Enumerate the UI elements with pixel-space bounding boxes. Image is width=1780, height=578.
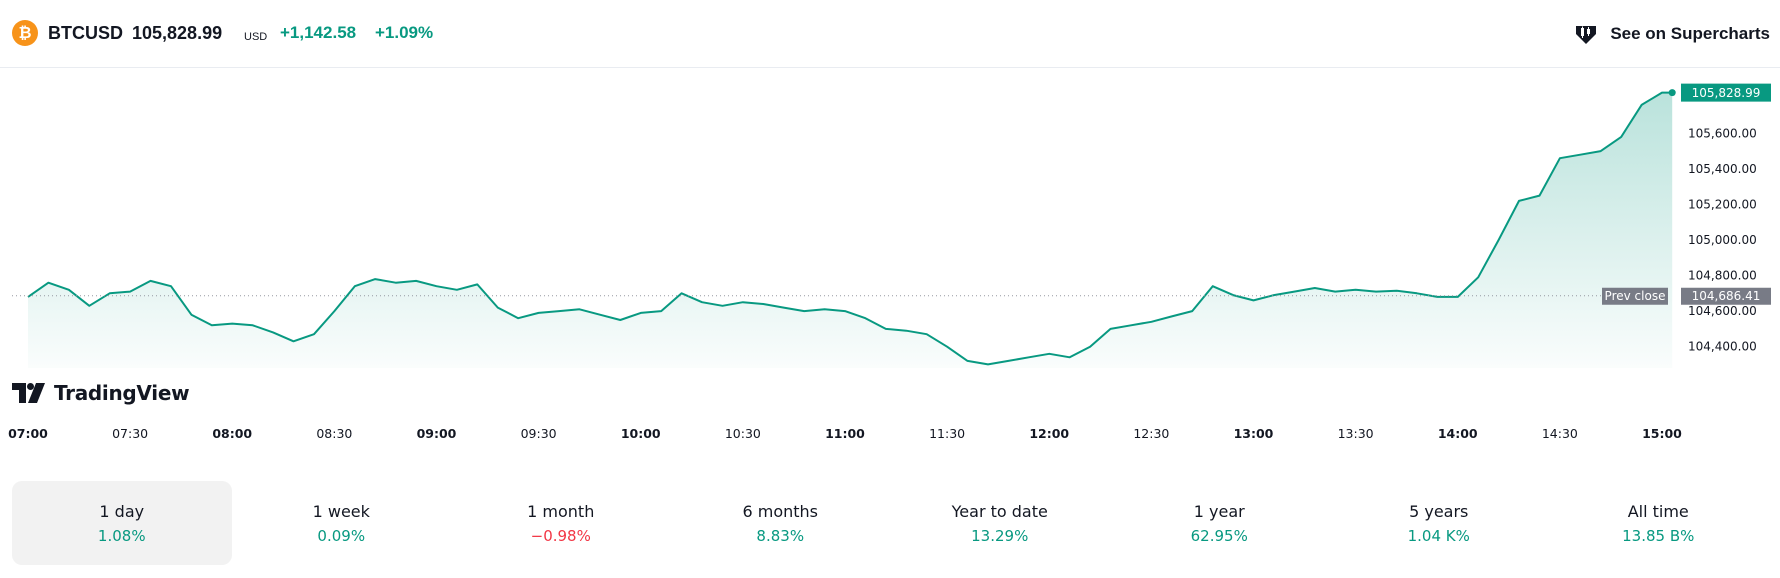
x-tick-label: 07:30 [112, 426, 148, 441]
period-label: All time [1627, 501, 1689, 521]
period-label: 1 month [527, 501, 595, 521]
y-tick-label: 105,000.00 [1688, 233, 1757, 247]
period-label: Year to date [951, 501, 1048, 521]
period-tab-1-month[interactable]: 1 month −0.98% [451, 481, 671, 565]
x-tick-label: 08:30 [316, 426, 352, 441]
candlestick-icon [1576, 26, 1597, 44]
x-tick-label: 14:30 [1542, 426, 1578, 441]
period-change-value: 62.95% [1190, 526, 1248, 545]
period-tab-1-week[interactable]: 1 week 0.09% [232, 481, 452, 565]
x-tick-label: 11:00 [825, 426, 865, 441]
period-label: 5 years [1409, 501, 1469, 521]
period-label: 1 week [312, 501, 370, 521]
x-tick-label: 12:30 [1133, 426, 1169, 441]
period-tab-1-year[interactable]: 1 year 62.95% [1110, 481, 1330, 565]
period-change-value: 1.04 K% [1407, 526, 1470, 545]
x-tick-label: 13:30 [1338, 426, 1374, 441]
bitcoin-icon: ₿ [12, 20, 38, 46]
price-chart[interactable]: Prev close 104,686.41 104,400.00 104,600.0… [0, 68, 1780, 453]
period-label: 1 day [99, 501, 145, 521]
prev-close-value-tag [1681, 287, 1771, 305]
x-tick-label: 11:30 [929, 426, 965, 441]
tradingview-logo-text: TradingView [54, 381, 190, 405]
y-tick-label: 104,400.00 [1688, 340, 1757, 354]
period-change-value: 13.85 B% [1622, 526, 1695, 545]
see-on-supercharts-label: See on Supercharts [1610, 24, 1770, 43]
prev-close-value: 104,686.41 [1692, 289, 1761, 303]
y-tick-label: 104,600.00 [1688, 304, 1757, 318]
period-change-value: 1.08% [97, 526, 146, 545]
y-tick-label: 105,600.00 [1688, 126, 1757, 140]
tradingview-logo: TradingView [12, 381, 190, 405]
period-label: 6 months [742, 501, 819, 521]
symbol-header: ₿ BTCUSD 105,828.99 USD +1,142.58 +1.09%… [0, 0, 1780, 68]
period-tab-1-day[interactable]: 1 day 1.08% [12, 481, 232, 565]
x-tick-label: 08:00 [212, 426, 252, 441]
x-tick-label: 13:00 [1234, 426, 1274, 441]
last-price-dot [1668, 89, 1676, 97]
prev-close-tag [1602, 287, 1668, 305]
period-change-value: 8.83% [756, 526, 805, 545]
period-tab-all-time[interactable]: All time 13.85 B% [1549, 481, 1769, 565]
x-tick-label: 15:00 [1642, 426, 1682, 441]
period-change-value: 13.29% [971, 526, 1029, 545]
performance-periods: 1 day 1.08% 1 week 0.09% 1 month −0.98% 6 mont… [12, 481, 1768, 565]
x-tick-label: 10:00 [621, 426, 661, 441]
period-label: 1 year [1193, 501, 1245, 521]
y-tick-label: 105,400.00 [1688, 162, 1757, 176]
period-tab-year-to-date[interactable]: Year to date 13.29% [890, 481, 1110, 565]
period-tab-5-years[interactable]: 5 years 1.04 K% [1329, 481, 1549, 565]
x-tick-label: 07:00 [8, 426, 48, 441]
period-change-value: 0.09% [317, 526, 366, 545]
last-price-tag-label: 105,828.99 [1692, 86, 1761, 100]
price-change: +1,142.58 [280, 23, 357, 42]
x-tick-label: 14:00 [1438, 426, 1478, 441]
last-price: 105,828.99 [132, 23, 223, 43]
currency: USD [244, 31, 268, 43]
price-line [27, 91, 1673, 366]
price-area [28, 92, 1673, 368]
prev-close-label: Prev close [1605, 289, 1666, 303]
y-tick-label: 105,200.00 [1688, 197, 1757, 211]
x-tick-label: 10:30 [725, 426, 761, 441]
period-tab-6-months[interactable]: 6 months 8.83% [671, 481, 891, 565]
last-price-tag [1681, 83, 1771, 102]
period-change-value: −0.98% [530, 526, 591, 545]
x-tick-label: 09:00 [417, 426, 457, 441]
symbol-name[interactable]: BTCUSD [48, 23, 123, 43]
x-tick-label: 09:30 [521, 426, 557, 441]
y-tick-label: 104,800.00 [1688, 269, 1757, 283]
price-change-percent: +1.09% [375, 23, 434, 42]
x-tick-label: 12:00 [1029, 426, 1069, 441]
tradingview-logo-icon [12, 383, 45, 403]
see-on-supercharts-button[interactable]: See on Supercharts [1572, 19, 1770, 49]
